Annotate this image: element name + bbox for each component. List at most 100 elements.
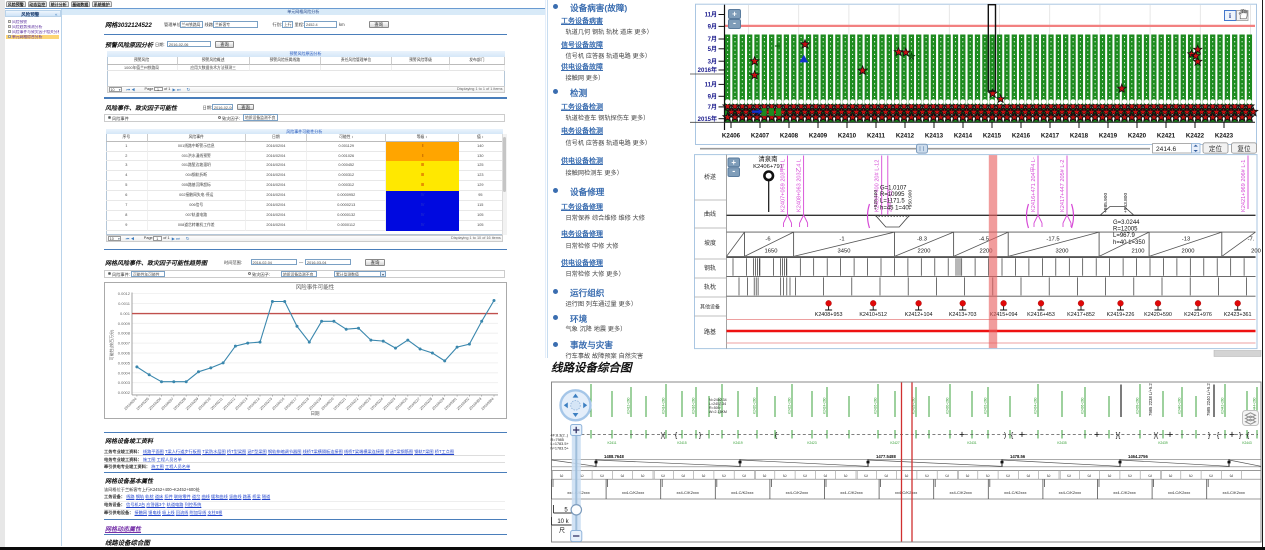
svg-text:K2409+400 20# L-12: K2409+400 20# L-12	[875, 160, 881, 212]
svg-text:ω: ω	[1027, 473, 1031, 478]
svg-text:0.0003: 0.0003	[118, 380, 131, 385]
svg-text:1478.56: 1478.56	[1010, 454, 1026, 459]
svg-text:K2423: K2423	[1215, 132, 1234, 139]
svg-text:复位: 复位	[1237, 144, 1251, 153]
svg-text:0.001: 0.001	[120, 311, 131, 316]
svg-text:9月: 9月	[708, 93, 717, 101]
svg-text:ω: ω	[641, 473, 645, 478]
svg-text:K2419: K2419	[733, 441, 742, 445]
svg-text:K2416: K2416	[1012, 132, 1031, 139]
svg-text:ω: ω	[1067, 473, 1071, 478]
svg-text:K2415: K2415	[677, 441, 686, 445]
svg-text:2414.6: 2414.6	[1156, 146, 1177, 153]
svg-text:xx4-C/K2xxx: xx4-C/K2xxx	[786, 490, 808, 495]
svg-text:ω: ω	[1169, 473, 1173, 478]
svg-text:{: {	[775, 432, 778, 439]
svg-text:0.0004: 0.0004	[118, 370, 131, 375]
svg-text:K2411: K2411	[867, 132, 885, 139]
svg-text:K2424+260: K2424+260	[823, 397, 827, 414]
svg-text:xx4-C/K2xxx: xx4-C/K2xxx	[1113, 490, 1135, 495]
svg-text:5月: 5月	[708, 45, 717, 53]
svg-text:-: -	[733, 18, 736, 28]
svg-text:+: +	[732, 10, 737, 19]
svg-text:}: }	[1208, 432, 1211, 439]
svg-text:ω: ω	[925, 473, 929, 478]
svg-text:K2442+260: K2442+260	[1221, 397, 1225, 414]
svg-text:K2410: K2410	[838, 132, 857, 139]
svg-text:2015年: 2015年	[698, 115, 717, 123]
svg-text:2000: 2000	[1182, 249, 1195, 255]
svg-text:L=1783.5+: L=1783.5+	[551, 442, 570, 446]
svg-text:K2413+703: K2413+703	[949, 312, 977, 318]
svg-text:K2418+260: K2418+260	[718, 397, 722, 414]
svg-text:-4.5: -4.5	[979, 237, 989, 243]
svg-text:K2440+260: K2440+260	[1178, 397, 1182, 414]
svg-text:xx4-C/K2xxx: xx4-C/K2xxx	[1059, 490, 1081, 495]
svg-text:K2411: K2411	[608, 441, 617, 445]
svg-text:ω: ω	[945, 473, 949, 478]
svg-text:其他设备: 其他设备	[700, 304, 720, 311]
svg-text:K2428+260: K2428+260	[912, 397, 916, 414]
svg-text:)(: )(	[661, 432, 666, 439]
svg-text:0.0006: 0.0006	[118, 351, 131, 356]
svg-text:线路设备综合图: 线路设备综合图	[551, 362, 634, 375]
svg-text:ω: ω	[1230, 473, 1234, 478]
svg-text:K2430+260: K2430+260	[946, 397, 950, 414]
svg-text:ω: ω	[864, 473, 868, 478]
svg-text:2200: 2200	[918, 249, 931, 255]
svg-text:K2420+260: K2420+260	[753, 397, 757, 414]
svg-text:ω: ω	[783, 473, 787, 478]
svg-text:xx4-C/K2xxx: xx4-C/K2xxx	[676, 490, 698, 495]
svg-text:+929.400: +929.400	[873, 190, 879, 210]
svg-text:K2417+447 205# L-2: K2417+447 205# L-2	[1060, 160, 1066, 212]
svg-text:11月: 11月	[705, 11, 717, 19]
svg-text:2200: 2200	[980, 249, 993, 255]
svg-text:G=3.0244: G=3.0244	[1113, 220, 1140, 226]
svg-text:ω: ω	[803, 473, 807, 478]
svg-text:0.0012: 0.0012	[118, 291, 131, 296]
svg-text:-7.: -7.	[1248, 237, 1255, 243]
svg-text:K2416+471 204甲4 L-: K2416+471 204甲4 L-	[1030, 157, 1037, 212]
svg-text:K2415: K2415	[983, 132, 1002, 139]
svg-text:日期: 日期	[311, 411, 320, 417]
svg-text:i: i	[1229, 12, 1231, 20]
svg-text:{: {	[675, 432, 678, 439]
svg-text:G=1.0107: G=1.0107	[880, 186, 907, 192]
svg-text:定位: 定位	[1209, 144, 1223, 153]
svg-text:L=2452.34: L=2452.34	[709, 402, 726, 406]
svg-text:11月: 11月	[705, 81, 717, 89]
svg-text:K2414+260: K2414+260	[662, 397, 666, 414]
svg-text:4F:8.3(2..): 4F:8.3(2..)	[551, 434, 569, 438]
svg-text:K2412+104: K2412+104	[905, 312, 933, 318]
svg-text:K2408: K2408	[780, 132, 799, 139]
svg-text:xx4-C/K2xxx: xx4-C/K2xxx	[622, 490, 644, 495]
svg-text:K2410+512: K2410+512	[859, 312, 887, 318]
svg-text:K2426+260: K2426+260	[874, 397, 878, 414]
svg-text:路基: 路基	[704, 328, 716, 336]
svg-text:0.0008: 0.0008	[118, 331, 131, 336]
svg-text:-6: -6	[765, 237, 770, 243]
svg-text:ω: ω	[1047, 473, 1051, 478]
svg-text:0.0009: 0.0009	[118, 321, 131, 326]
svg-text:ω: ω	[1088, 473, 1092, 478]
svg-text:R=10995: R=10995	[880, 192, 905, 198]
svg-text:K2413: K2413	[925, 132, 944, 139]
svg-text:0.0005: 0.0005	[118, 360, 131, 365]
svg-text:清泉南: 清泉南	[758, 154, 778, 163]
svg-text:K2412: K2412	[896, 132, 915, 139]
svg-text:K2438+260: K2438+260	[1136, 397, 1140, 414]
svg-text:K2419: K2419	[1099, 132, 1118, 139]
svg-text:K2414: K2414	[954, 132, 973, 139]
svg-text:xx4-C/K2xxx: xx4-C/K2xxx	[895, 490, 917, 495]
svg-text:K2407+059 203甲4 L: K2407+059 203甲4 L	[780, 159, 787, 212]
svg-text:2100: 2100	[1132, 249, 1145, 255]
svg-text:ω: ω	[1108, 473, 1112, 478]
svg-text:{: {	[1217, 432, 1220, 439]
svg-text:h=1783.5+: h=1783.5+	[551, 446, 570, 450]
svg-text:1477.5488: 1477.5488	[876, 454, 896, 459]
svg-text:ω: ω	[621, 473, 625, 478]
svg-text:ω: ω	[682, 473, 686, 478]
svg-text:200: 200	[1251, 249, 1261, 255]
svg-text:K2408+063 203乙4 L: K2408+063 203乙4 L	[796, 159, 803, 212]
svg-text:ω: ω	[763, 473, 767, 478]
